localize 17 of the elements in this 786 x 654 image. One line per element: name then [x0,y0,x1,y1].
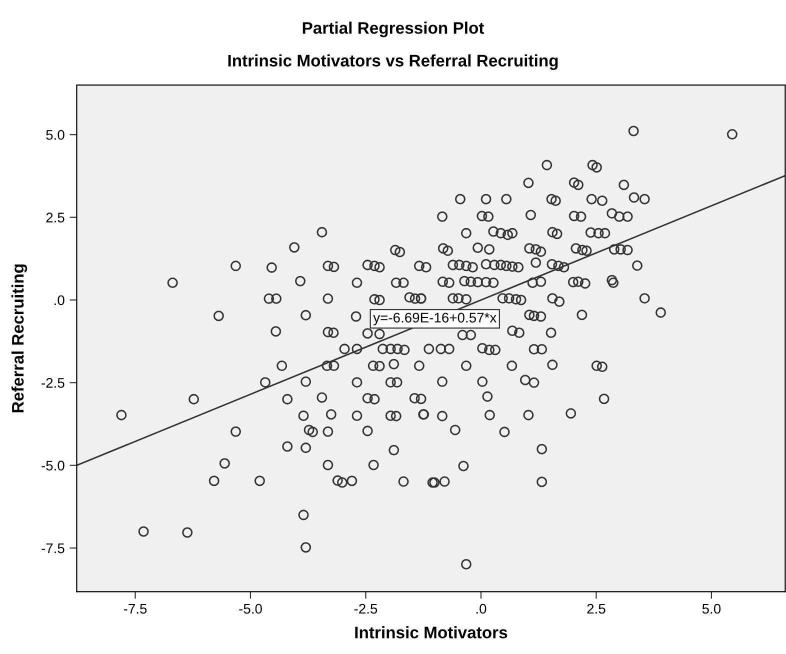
x-tick-label: -2.5 [354,604,378,614]
y-axis-title: Referral Recruiting [11,264,28,412]
chart-subtitle: Intrinsic Motivators vs Referral Recruiting [228,54,558,70]
x-tick-label: -5.0 [239,604,262,614]
y-tick-label: 2.5 [46,212,64,222]
x-tick-label: 2.5 [587,604,606,614]
chart-title: Partial Regression Plot [302,22,484,38]
annotation: y=-6.69E-16+0.57*x [373,312,497,326]
x-tick-label: 5.0 [702,604,721,614]
y-tick-label: -7.5 [42,543,64,554]
y-tick-label: -5.0 [42,460,64,471]
x-tick-label: -7.5 [124,604,147,614]
y-tick-label: -2.5 [42,378,64,388]
y-tick-label: .0 [54,295,64,306]
y-tick-label: 5.0 [46,130,64,140]
x-axis-title: Intrinsic Motivators [355,626,508,638]
x-tick-label: .0 [476,604,486,614]
